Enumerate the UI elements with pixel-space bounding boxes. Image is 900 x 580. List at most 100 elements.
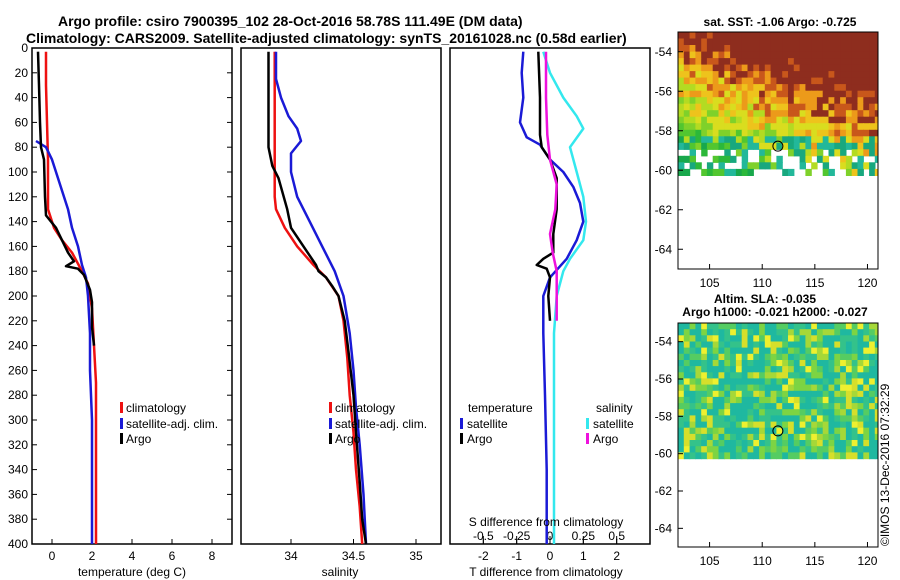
map-cell xyxy=(678,335,685,343)
map-cell xyxy=(689,123,696,131)
map-cell xyxy=(793,347,801,355)
map-cell xyxy=(689,378,696,386)
map-cell xyxy=(724,403,731,410)
map-cell xyxy=(741,433,749,441)
map-cell xyxy=(811,123,818,131)
map-cell xyxy=(851,329,859,336)
map-cell xyxy=(834,64,841,72)
map-cell xyxy=(683,51,691,59)
map-cell xyxy=(822,452,830,460)
map-cell xyxy=(799,396,806,404)
map-cell xyxy=(776,90,783,98)
map-cell xyxy=(840,421,847,429)
map-cell xyxy=(874,341,878,349)
map-cell xyxy=(706,427,714,435)
map-cell xyxy=(782,32,789,40)
map-cell xyxy=(816,32,824,40)
map-cell xyxy=(828,136,835,144)
map-cell xyxy=(741,403,749,410)
map-cell xyxy=(869,427,876,435)
map-cell xyxy=(805,142,812,150)
map-cell xyxy=(874,38,878,46)
map-cell xyxy=(735,396,743,404)
map-cell xyxy=(747,136,754,144)
map-cell xyxy=(735,384,743,392)
map-cell xyxy=(712,84,720,92)
map-cell xyxy=(706,347,714,355)
map-cell xyxy=(706,77,714,85)
map-cell xyxy=(822,341,830,349)
map-cell xyxy=(788,110,795,118)
map-cell xyxy=(695,353,702,361)
map-cell xyxy=(788,390,795,398)
map-cell xyxy=(869,84,876,92)
map-cell xyxy=(759,32,766,40)
map-cell xyxy=(874,129,878,137)
map-cell xyxy=(753,142,760,150)
map-cell xyxy=(724,409,731,416)
map-cell xyxy=(805,360,812,367)
legend-swatch-argo xyxy=(120,433,123,444)
map-cell xyxy=(828,446,835,453)
map-cell xyxy=(764,372,772,380)
map-cell xyxy=(770,45,777,53)
map-cell xyxy=(793,32,801,40)
map-cell xyxy=(712,446,720,453)
map-cell xyxy=(706,32,714,40)
map-cell xyxy=(730,129,737,137)
map-cell xyxy=(695,427,702,435)
map-cell xyxy=(805,116,812,124)
x-tick-label: 6 xyxy=(169,549,176,563)
map-cell xyxy=(706,396,714,404)
map-cell xyxy=(863,390,870,398)
map-x-tick-label: 110 xyxy=(753,276,772,290)
map-cell xyxy=(840,366,847,373)
legend-swatch-t-argo xyxy=(460,433,463,444)
map-cell xyxy=(747,415,754,423)
map-cell xyxy=(730,378,737,386)
map-cell xyxy=(793,129,801,137)
map-cell xyxy=(845,90,853,98)
map-cell xyxy=(799,341,806,349)
map-cell xyxy=(770,38,777,46)
map-cell xyxy=(747,110,754,118)
map-cell xyxy=(851,77,859,85)
map-cell xyxy=(747,71,754,79)
map-cell xyxy=(805,452,812,460)
map-cell xyxy=(863,384,870,392)
map-cell xyxy=(845,335,853,343)
map-cell xyxy=(759,149,766,157)
map-cell xyxy=(701,116,708,124)
map-cell xyxy=(764,32,772,40)
map-cell xyxy=(782,58,789,66)
map-cell xyxy=(770,440,777,447)
map-cell xyxy=(701,71,708,79)
map-cell xyxy=(822,421,830,429)
map-cell xyxy=(822,110,830,118)
map-cell xyxy=(683,390,691,398)
map-cell xyxy=(741,323,749,330)
map-y-tick-label: -58 xyxy=(655,124,673,138)
map-cell xyxy=(845,45,853,53)
map-cell xyxy=(747,32,754,40)
map-cell xyxy=(828,90,835,98)
map-cell xyxy=(816,149,824,157)
map-cell xyxy=(718,372,725,380)
map-cell xyxy=(822,384,830,392)
map-cell xyxy=(863,110,870,118)
map-cell xyxy=(857,341,864,349)
map-cell xyxy=(718,110,725,118)
map-cell xyxy=(822,360,830,367)
map-cell xyxy=(857,378,864,386)
map-cell xyxy=(735,415,743,423)
map-cell xyxy=(724,440,731,447)
map-cell xyxy=(834,433,841,441)
map-cell xyxy=(863,378,870,386)
map-cell xyxy=(706,384,714,392)
map-cell xyxy=(776,396,783,404)
map-cell xyxy=(741,129,749,137)
map-cell xyxy=(782,360,789,367)
map-cell xyxy=(741,149,749,157)
map-cell xyxy=(793,353,801,361)
map-cell xyxy=(678,168,685,176)
